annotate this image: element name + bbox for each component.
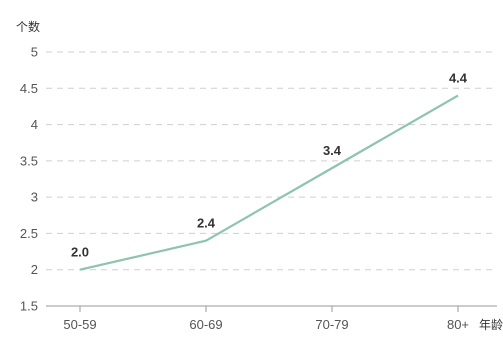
grid-layer: [46, 51, 497, 271]
y-tick-label: 2.5: [20, 226, 38, 241]
y-axis-label: 个数: [16, 19, 40, 34]
x-tick-label: 60-69: [189, 317, 222, 332]
y-tick-label: 4: [31, 117, 38, 132]
x-tick-label: 70-79: [315, 317, 348, 332]
data-label: 2.4: [197, 216, 216, 231]
y-tick-label: 2: [31, 262, 38, 277]
label-layer: 2.0 2.4 3.4 4.4: [71, 71, 468, 260]
y-tick-label: 5: [31, 45, 38, 60]
series-line: [79, 94, 459, 271]
data-label: 3.4: [323, 143, 342, 158]
x-axis-label: 年龄: [479, 318, 503, 332]
y-tick-label: 1.5: [20, 299, 38, 314]
data-label: 4.4: [449, 71, 468, 86]
y-tick-label: 3: [31, 190, 38, 205]
x-tick-label: 50-59: [63, 317, 96, 332]
x-tick-label: 80+: [447, 317, 469, 332]
series-layer: [79, 94, 459, 271]
y-tick-label: 3.5: [20, 153, 38, 168]
data-label: 2.0: [71, 245, 89, 260]
y-tick-label: 4.5: [20, 81, 38, 96]
